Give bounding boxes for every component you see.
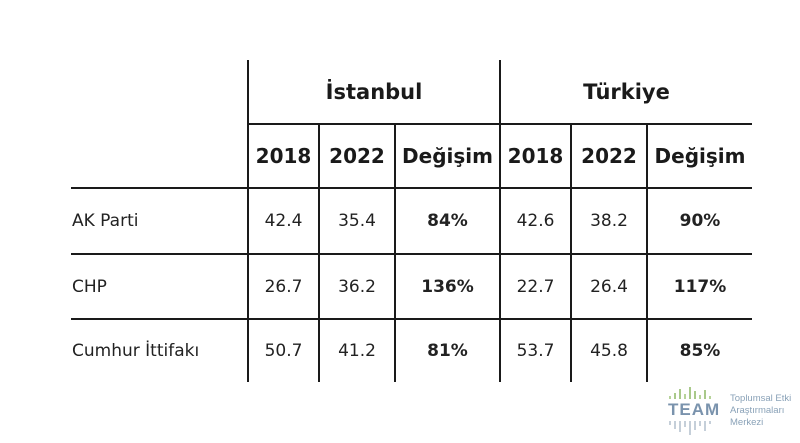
team-logo: TEAM Toplumsal Etki Araştırmaları Merkez…	[668, 385, 798, 441]
column-divider-line	[247, 60, 249, 382]
column-divider-line	[570, 124, 572, 382]
column-divider-line	[318, 124, 320, 382]
column-divider-line	[499, 60, 501, 382]
table-cell: 53.7	[516, 341, 555, 361]
logo-line-1: Toplumsal Etki	[730, 393, 792, 404]
table-cell: 41.2	[338, 341, 376, 361]
column-header: 2018	[255, 144, 312, 168]
row-label: CHP	[72, 276, 107, 297]
logo-line-3: Merkezi	[730, 417, 764, 428]
column-divider-line	[394, 124, 396, 382]
change-cell: 117%	[673, 276, 727, 297]
row-divider-line	[71, 318, 752, 320]
column-header: 2022	[329, 144, 385, 168]
column-header: Değişim	[402, 144, 493, 168]
row-divider-line	[71, 253, 752, 255]
region-header-istanbul: İstanbul	[325, 79, 423, 104]
logo-line-2: Araştırmaları	[730, 405, 785, 416]
column-header: 2018	[507, 144, 564, 168]
logo-text: Toplumsal Etki Araştırmaları Merkezi	[730, 393, 791, 429]
logo-acronym: TEAM	[668, 400, 721, 419]
table-cell: 45.8	[590, 341, 628, 361]
table-cell: 42.4	[264, 211, 303, 231]
row-label: AK Parti	[72, 211, 139, 231]
logo-bars-top-icon	[669, 387, 711, 399]
column-divider-line	[646, 124, 648, 382]
row-label: Cumhur İttifakı	[72, 341, 200, 361]
header-bottom-line	[71, 187, 752, 189]
column-header: Değişim	[654, 144, 746, 168]
region-header-turkiye: Türkiye	[583, 79, 670, 104]
table-cell: 38.2	[590, 211, 628, 231]
column-header: 2022	[581, 144, 637, 168]
logo-bars-bottom-icon	[669, 421, 711, 435]
change-cell: 90%	[679, 211, 721, 231]
change-cell: 85%	[679, 341, 721, 361]
table-cell: 22.7	[516, 276, 555, 297]
table-cell: 42.6	[516, 211, 555, 231]
change-cell: 84%	[427, 211, 468, 231]
change-cell: 81%	[427, 341, 468, 361]
table-cell: 35.4	[338, 211, 376, 231]
table-cell: 50.7	[264, 341, 303, 361]
table-cell: 26.7	[264, 276, 303, 297]
table-cell: 26.4	[590, 276, 628, 297]
table-cell: 36.2	[338, 276, 376, 297]
change-cell: 136%	[421, 276, 474, 297]
